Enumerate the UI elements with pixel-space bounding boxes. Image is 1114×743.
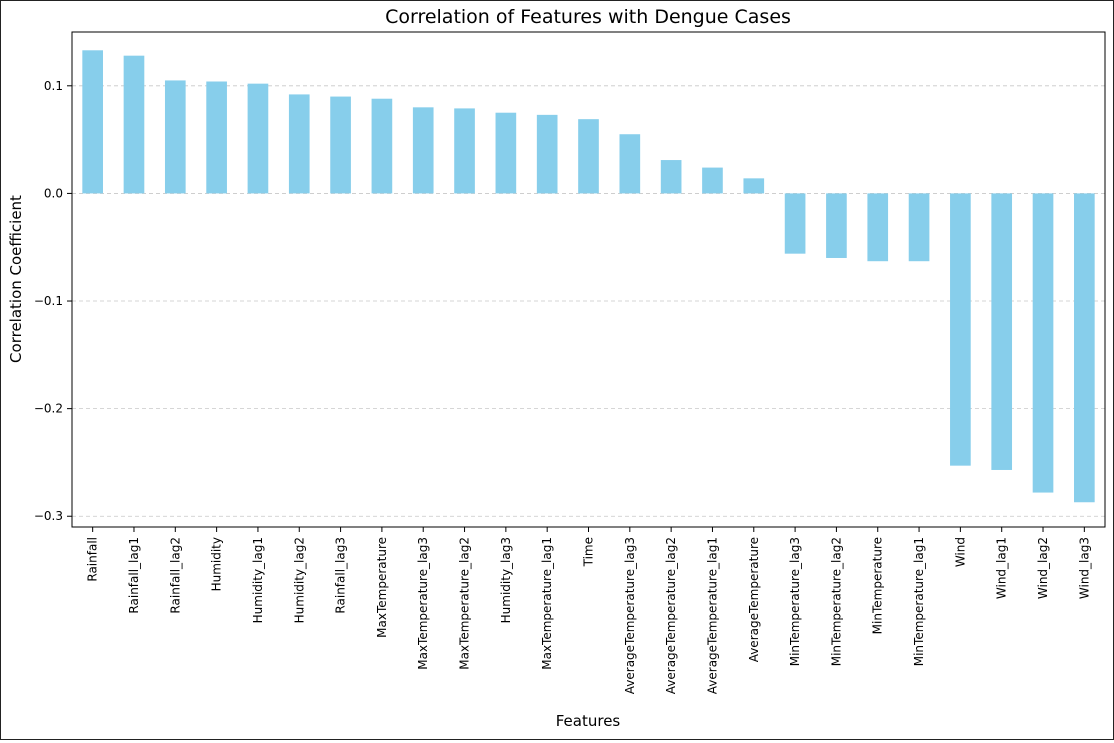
x-tick-label: Humidity: [210, 537, 224, 591]
x-tick-label: MinTemperature: [871, 537, 885, 634]
x-tick-label: Humidity_lag2: [292, 537, 306, 623]
bar-mintemperature: [867, 193, 889, 262]
bar-wind: [950, 193, 971, 466]
x-tick-label: AverageTemperature_lag3: [623, 537, 637, 694]
y-tick-label: −0.2: [34, 402, 63, 416]
y-tick-label: −0.3: [34, 509, 63, 523]
bar-averagetemperature-lag3: [619, 134, 641, 194]
bar-mintemperature-lag1: [908, 193, 930, 262]
x-tick-label: Rainfall: [86, 537, 100, 582]
x-tick-label: Rainfall_lag1: [127, 537, 141, 614]
bar-maxtemperature-lag3: [412, 107, 434, 194]
x-tick-label: Humidity_lag1: [251, 537, 265, 623]
chart-title: Correlation of Features with Dengue Case…: [385, 6, 791, 28]
x-tick-label: MinTemperature_lag1: [912, 537, 926, 666]
x-tick-label: Humidity_lag3: [499, 537, 513, 623]
bar-wind-lag1: [991, 193, 1013, 470]
x-tick-label: MinTemperature_lag2: [829, 537, 843, 666]
x-tick-label: Wind_lag2: [1036, 537, 1050, 599]
x-ticks: Rainfall Rainfall_lag1 Rainfall_lag2 Humidi…: [86, 527, 1091, 694]
y-axis-label: Correlation Coefficient: [7, 195, 25, 363]
bars: [82, 50, 1095, 503]
bar-humidity-lag1: [247, 83, 269, 194]
bar-averagetemperature-lag2: [660, 160, 682, 194]
x-tick-label: Wind: [953, 537, 967, 567]
bar-rainfall-lag2: [164, 80, 186, 194]
y-tick-label: −0.1: [34, 294, 63, 308]
bar-maxtemperature-lag2: [454, 108, 475, 194]
bar-rainfall-lag1: [123, 55, 145, 194]
y-ticks: 0.1 0.0 −0.1 −0.2 −0.3: [34, 79, 72, 523]
bar-rainfall-lag3: [330, 96, 351, 194]
bar-wind-lag3: [1074, 193, 1095, 503]
bar-wind-lag2: [1032, 193, 1054, 493]
x-tick-label: MaxTemperature: [375, 537, 389, 638]
bar-mintemperature-lag2: [826, 193, 847, 258]
x-tick-label: MaxTemperature_lag3: [416, 537, 430, 670]
x-tick-label: AverageTemperature_lag1: [705, 537, 719, 694]
x-tick-label: MaxTemperature_lag2: [458, 537, 472, 670]
x-tick-label: Wind_lag3: [1077, 537, 1091, 599]
bar-humidity: [206, 81, 227, 194]
bar-maxtemperature-lag1: [536, 114, 558, 194]
bar-humidity-lag3: [495, 112, 517, 194]
x-tick-label: MaxTemperature_lag1: [540, 537, 554, 670]
bar-humidity-lag2: [288, 94, 310, 194]
x-axis-label: Features: [556, 712, 621, 730]
bar-averagetemperature: [743, 178, 765, 194]
x-tick-label: Rainfall_lag3: [334, 537, 348, 614]
y-tick-label: 0.1: [44, 79, 63, 93]
x-tick-label: AverageTemperature: [747, 537, 761, 662]
x-tick-label: Rainfall_lag2: [168, 537, 182, 614]
bar-rainfall: [82, 50, 103, 194]
x-tick-label: Time: [582, 537, 596, 567]
y-tick-label: 0.0: [44, 186, 63, 200]
bar-maxtemperature: [371, 98, 393, 194]
bar-mintemperature-lag3: [784, 193, 806, 254]
x-tick-label: MinTemperature_lag3: [788, 537, 802, 666]
bar-averagetemperature-lag1: [702, 167, 723, 194]
x-tick-label: AverageTemperature_lag2: [664, 537, 678, 694]
x-tick-label: Wind_lag1: [995, 537, 1009, 599]
bar-time: [578, 119, 599, 194]
